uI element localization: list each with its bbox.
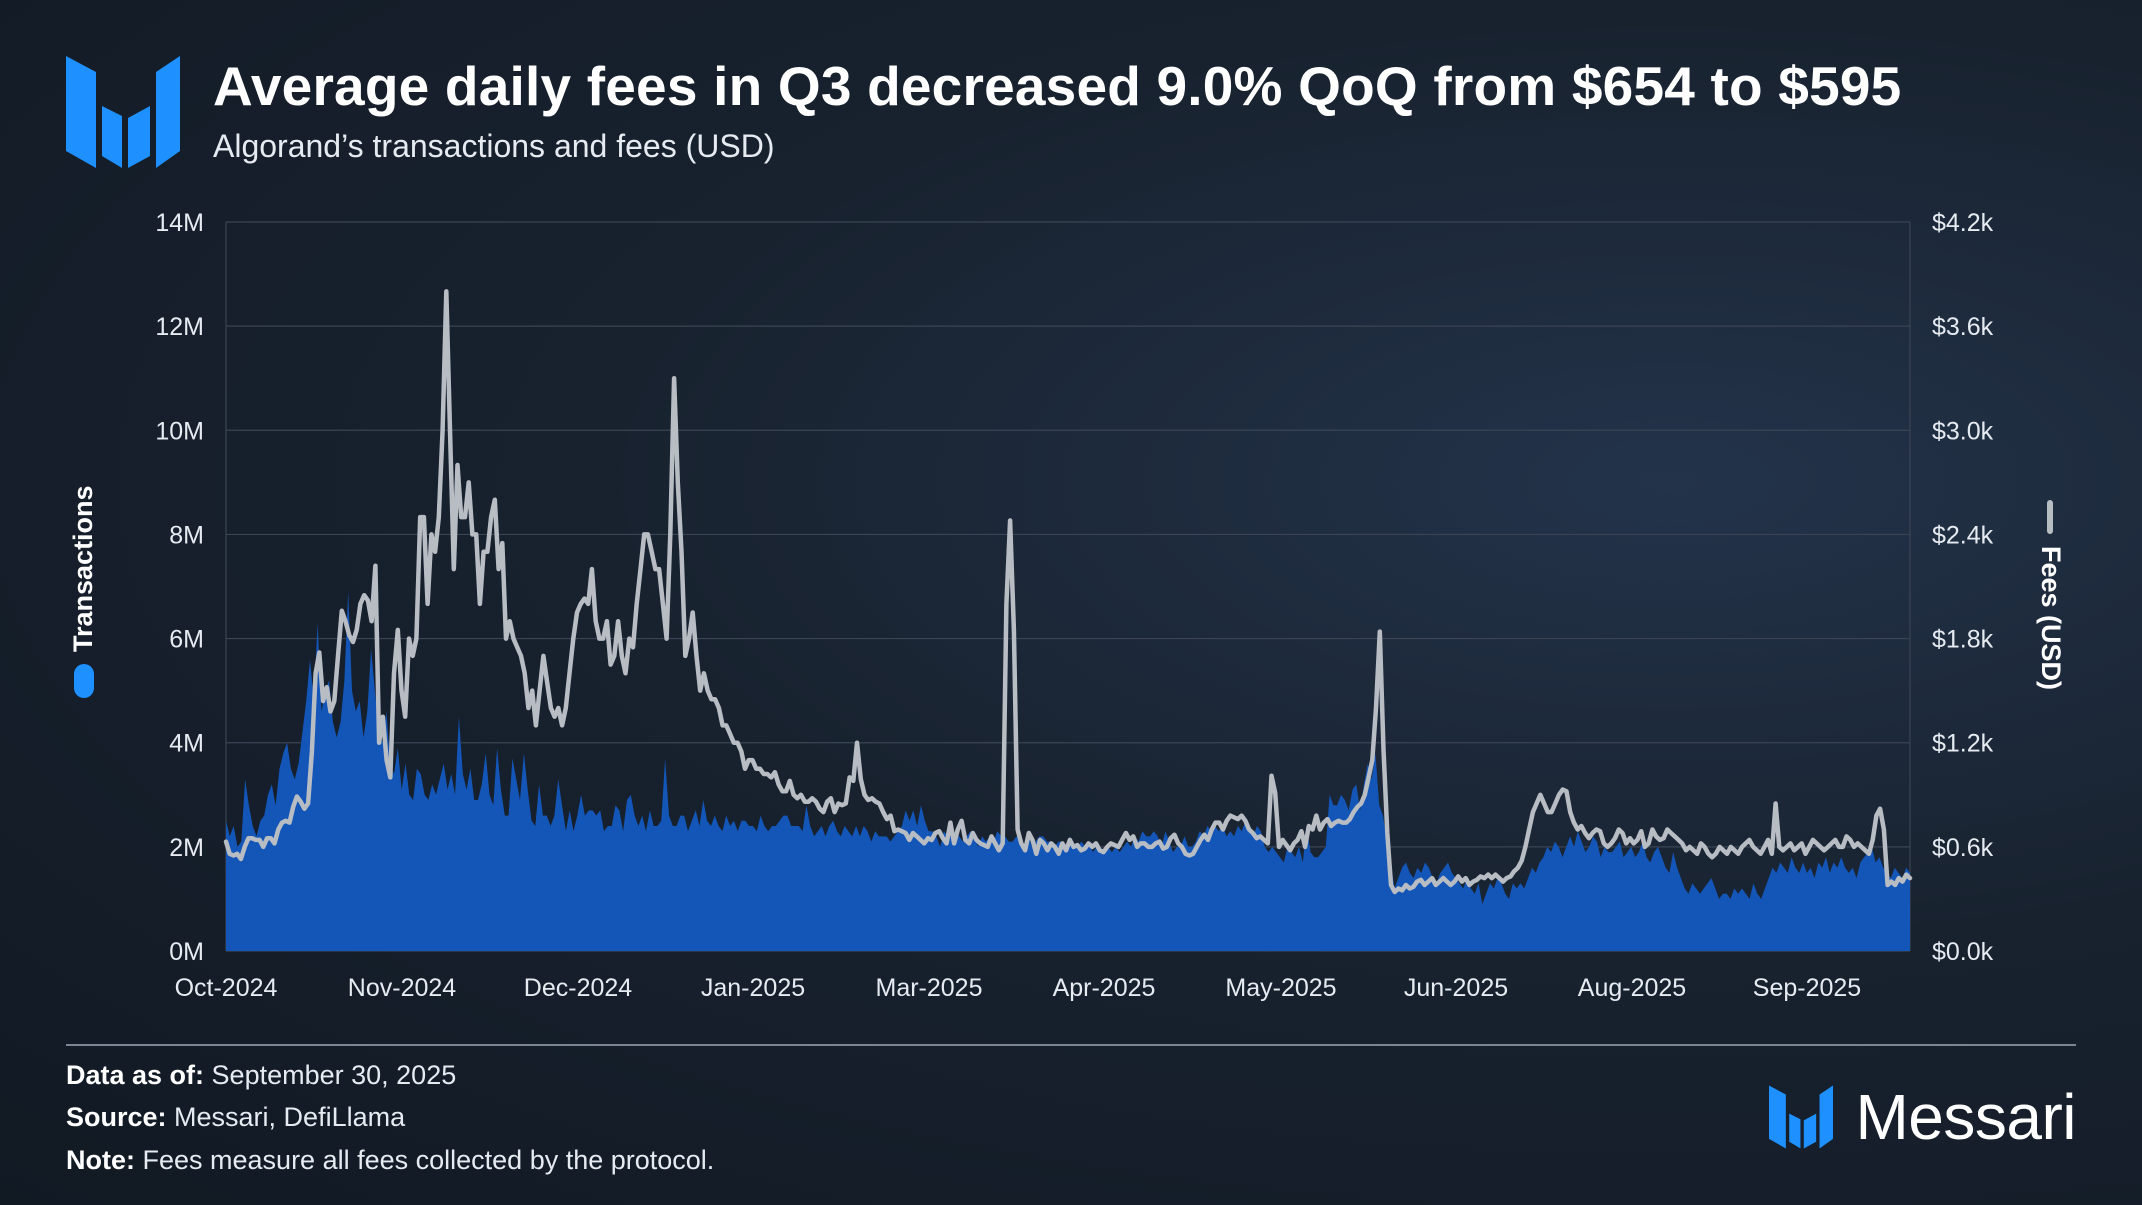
y-left-ticks: 0M 2M 4M 6M 8M 10M 12M 14M [155,209,204,966]
y-right-axis-label: Fees (USD) [2036,500,2066,690]
footer-divider [66,1044,2076,1046]
y-right-tick-label: $2.4k [1932,521,1994,549]
footer-data-as-of: Data as of: September 30, 2025 [66,1060,456,1091]
footer-source: Source: Messari, DefiLlama [66,1102,405,1133]
y-right-label: Fees (USD) [2036,546,2066,690]
chart-title: Average daily fees in Q3 decreased 9.0% … [213,55,1902,117]
source-value: Messari, DefiLlama [166,1102,406,1132]
y-left-tick-label: 6M [169,626,204,654]
y-right-tick-label: $0.0k [1932,938,1994,966]
y-right-tick-label: $3.0k [1932,417,1994,445]
x-tick-label: Mar-2025 [876,974,983,1002]
y-left-tick-label: 10M [155,417,204,445]
chart: 0M 2M 4M 6M 8M 10M 12M 14M $0.0k $0.6k $1.2k $1.8k… [68,209,2066,1002]
footer-note: Note: Fees measure all fees collected by… [66,1145,714,1176]
chart-subtitle: Algorand’s transactions and fees (USD) [213,128,775,164]
y-right-ticks: $0.0k $0.6k $1.2k $1.8k $2.4k $3.0k $3.6k $4.2k [1932,209,1994,966]
y-right-tick-label: $1.8k [1932,626,1994,654]
note-label: Note: [66,1145,135,1175]
x-tick-label: Jun-2025 [1404,974,1508,1002]
y-left-tick-label: 4M [169,730,204,758]
data-as-of-label: Data as of: [66,1060,205,1090]
y-right-tick-label: $1.2k [1932,730,1994,758]
y-right-tick-label: $4.2k [1932,209,1994,237]
y-left-tick-label: 14M [155,209,204,237]
data-as-of-value: September 30, 2025 [204,1060,457,1090]
fees-legend-swatch [2047,500,2053,534]
x-ticks: Oct-2024 Nov-2024 Dec-2024 Jan-2025 Mar-2025… [175,974,1862,1002]
y-right-tick-label: $3.6k [1932,313,1994,341]
x-tick-label: Aug-2025 [1578,974,1686,1002]
y-left-tick-label: 8M [169,521,204,549]
y-left-label: Transactions [68,485,98,652]
x-tick-label: Jan-2025 [701,974,805,1002]
brand: Messari [1769,1081,2076,1153]
source-label: Source: [66,1102,167,1132]
x-tick-label: Apr-2025 [1053,974,1156,1002]
y-left-tick-label: 2M [169,834,204,862]
y-right-tick-label: $0.6k [1932,834,1994,862]
messari-brand-icon [1769,1085,1834,1149]
messari-logo-icon [66,56,180,168]
fees-line [223,289,1913,895]
transactions-legend-swatch [74,664,94,698]
note-value: Fees measure all fees collected by the p… [135,1145,715,1175]
transactions-area [226,591,1910,951]
x-tick-label: Sep-2025 [1753,974,1861,1002]
x-tick-label: Nov-2024 [348,974,456,1002]
x-tick-label: Oct-2024 [175,974,278,1002]
brand-name: Messari [1855,1081,2076,1153]
y-left-tick-label: 12M [155,313,204,341]
y-left-axis-label: Transactions [68,485,98,698]
x-tick-label: Dec-2024 [524,974,632,1002]
y-left-tick-label: 0M [169,938,204,966]
x-tick-label: May-2025 [1225,974,1336,1002]
